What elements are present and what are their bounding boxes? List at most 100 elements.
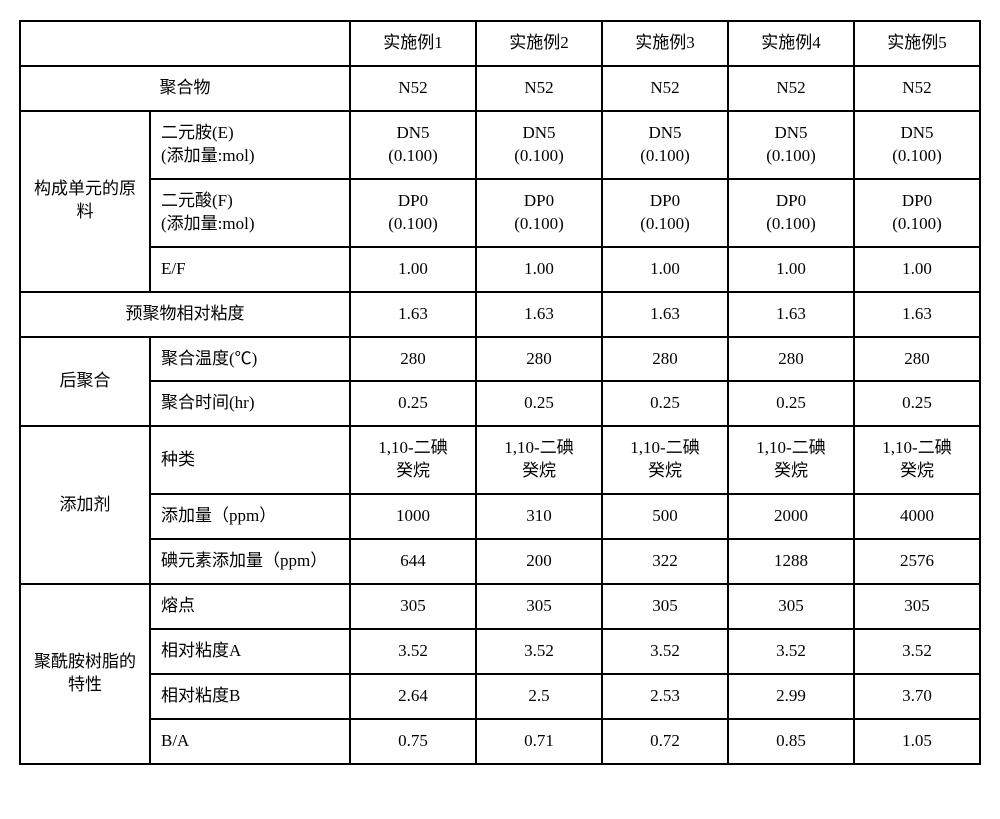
data-cell: DP0(0.100) [476,179,602,247]
data-cell: 1.00 [476,247,602,292]
diacid-label: 二元酸(F)(添加量:mol) [150,179,350,247]
data-cell: 1.00 [854,247,980,292]
data-cell: 322 [602,539,728,584]
poly-temp-label: 聚合温度(℃) [150,337,350,382]
poly-time-label: 聚合时间(hr) [150,381,350,426]
data-cell: 2576 [854,539,980,584]
melting-point-label: 熔点 [150,584,350,629]
header-cell: 实施例3 [602,21,728,66]
data-cell: DN5(0.100) [728,111,854,179]
data-cell: 1,10-二碘癸烷 [350,426,476,494]
data-cell: 280 [602,337,728,382]
iodine-amount-label: 碘元素添加量（ppm） [150,539,350,584]
data-cell: DN5(0.100) [602,111,728,179]
diamine-label: 二元胺(E)(添加量:mol) [150,111,350,179]
data-cell: 0.25 [476,381,602,426]
data-cell: 1.00 [350,247,476,292]
data-cell: 1000 [350,494,476,539]
data-cell: N52 [728,66,854,111]
data-cell: 280 [476,337,602,382]
data-cell: DP0(0.100) [728,179,854,247]
data-cell: 305 [854,584,980,629]
data-cell: 0.72 [602,719,728,764]
raw-material-group-label: 构成单元的原料 [20,111,150,292]
data-cell: 3.52 [728,629,854,674]
data-cell: 1.05 [854,719,980,764]
data-cell: 3.52 [476,629,602,674]
data-cell: 305 [728,584,854,629]
table-row: 相对粘度A 3.52 3.52 3.52 3.52 3.52 [20,629,980,674]
data-cell: 2.53 [602,674,728,719]
data-cell: 1,10-二碘癸烷 [728,426,854,494]
data-cell: N52 [350,66,476,111]
resin-group-label: 聚酰胺树脂的特性 [20,584,150,764]
data-cell: 2.64 [350,674,476,719]
data-cell: 0.25 [350,381,476,426]
table-row: 碘元素添加量（ppm） 644 200 322 1288 2576 [20,539,980,584]
post-poly-group-label: 后聚合 [20,337,150,427]
data-cell: 0.85 [728,719,854,764]
table-row: 相对粘度B 2.64 2.5 2.53 2.99 3.70 [20,674,980,719]
data-cell: 1.00 [728,247,854,292]
table-row: 聚合时间(hr) 0.25 0.25 0.25 0.25 0.25 [20,381,980,426]
header-cell: 实施例4 [728,21,854,66]
header-cell: 实施例5 [854,21,980,66]
data-cell: 3.70 [854,674,980,719]
data-cell: DP0(0.100) [854,179,980,247]
data-cell: 280 [854,337,980,382]
data-cell: 0.25 [728,381,854,426]
additive-amount-label: 添加量（ppm） [150,494,350,539]
ef-ratio-label: E/F [150,247,350,292]
data-cell: 3.52 [854,629,980,674]
data-cell: 1.00 [602,247,728,292]
table-row: 添加剂 种类 1,10-二碘癸烷 1,10-二碘癸烷 1,10-二碘癸烷 1,1… [20,426,980,494]
data-cell: 3.52 [350,629,476,674]
data-cell: N52 [476,66,602,111]
data-cell: DN5(0.100) [476,111,602,179]
data-cell: 4000 [854,494,980,539]
table-row: B/A 0.75 0.71 0.72 0.85 1.05 [20,719,980,764]
data-cell: 0.25 [602,381,728,426]
data-cell: 1,10-二碘癸烷 [476,426,602,494]
data-cell: 0.25 [854,381,980,426]
data-cell: 305 [350,584,476,629]
additive-group-label: 添加剂 [20,426,150,584]
header-cell: 实施例1 [350,21,476,66]
data-cell: DP0(0.100) [350,179,476,247]
data-cell: 305 [602,584,728,629]
data-cell: DN5(0.100) [350,111,476,179]
data-cell: 3.52 [602,629,728,674]
data-cell: 1,10-二碘癸烷 [854,426,980,494]
table-row: 构成单元的原料 二元胺(E)(添加量:mol) DN5(0.100) DN5(0… [20,111,980,179]
data-cell: DP0(0.100) [602,179,728,247]
data-cell: 1,10-二碘癸烷 [602,426,728,494]
data-cell: 1.63 [476,292,602,337]
data-cell: 2000 [728,494,854,539]
data-cell: 0.75 [350,719,476,764]
additive-type-label: 种类 [150,426,350,494]
table-row: 二元酸(F)(添加量:mol) DP0(0.100) DP0(0.100) DP… [20,179,980,247]
data-cell: 1.63 [728,292,854,337]
data-cell: 1288 [728,539,854,584]
data-cell: DN5(0.100) [854,111,980,179]
table-row: 聚酰胺树脂的特性 熔点 305 305 305 305 305 [20,584,980,629]
table-row: 实施例1 实施例2 实施例3 实施例4 实施例5 [20,21,980,66]
ba-ratio-label: B/A [150,719,350,764]
data-cell: 0.71 [476,719,602,764]
table-row: 后聚合 聚合温度(℃) 280 280 280 280 280 [20,337,980,382]
table-row: 添加量（ppm） 1000 310 500 2000 4000 [20,494,980,539]
data-cell: 310 [476,494,602,539]
data-cell: 2.5 [476,674,602,719]
viscosity-b-label: 相对粘度B [150,674,350,719]
data-cell: 305 [476,584,602,629]
header-empty [20,21,350,66]
table-row: 聚合物 N52 N52 N52 N52 N52 [20,66,980,111]
data-cell: 1.63 [602,292,728,337]
viscosity-a-label: 相对粘度A [150,629,350,674]
data-cell: 280 [728,337,854,382]
data-cell: 1.63 [350,292,476,337]
data-cell: N52 [854,66,980,111]
table-row: E/F 1.00 1.00 1.00 1.00 1.00 [20,247,980,292]
data-cell: 644 [350,539,476,584]
polymer-label: 聚合物 [20,66,350,111]
